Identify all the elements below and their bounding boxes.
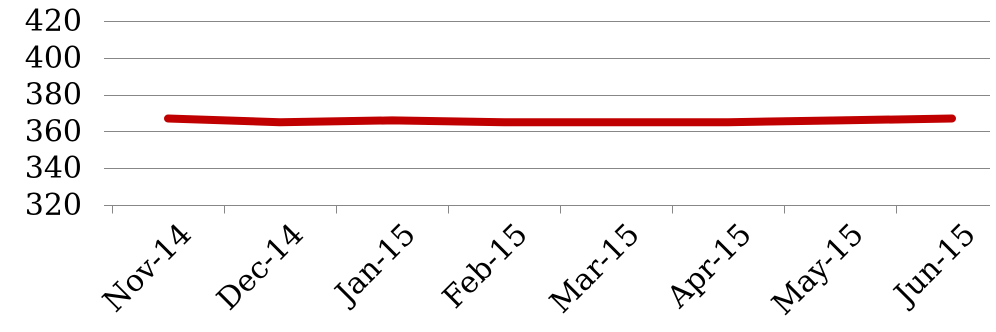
axes (104, 205, 990, 214)
y-tick-label-360: 360 (25, 114, 82, 149)
y-tick-label-340: 340 (25, 151, 82, 186)
y-tick-label-400: 400 (25, 41, 82, 76)
x-axis-tick-labels: Nov-14 Dec-14 Jan-15 Feb-15 Mar-15 Apr-15 May-… (96, 217, 982, 322)
x-tick-label-mar-15: Mar-15 (543, 217, 646, 320)
x-tick-label-feb-15: Feb-15 (436, 217, 535, 316)
x-tick-label-nov-14: Nov-14 (96, 217, 198, 319)
grid-lines (104, 21, 990, 169)
series-line-0 (164, 114, 956, 127)
series-layer (164, 114, 956, 127)
y-tick-label-380: 380 (25, 78, 82, 113)
x-tick-label-jan-15: Jan-15 (327, 217, 423, 313)
x-tick-label-dec-14: Dec-14 (210, 217, 310, 317)
x-tick-label-jun-15: Jun-15 (886, 217, 983, 314)
x-tick-label-apr-15: Apr-15 (660, 217, 759, 316)
y-tick-label-320: 320 (25, 188, 82, 223)
y-tick-label-420: 420 (25, 4, 82, 39)
x-tick-label-may-15: May-15 (765, 217, 870, 322)
